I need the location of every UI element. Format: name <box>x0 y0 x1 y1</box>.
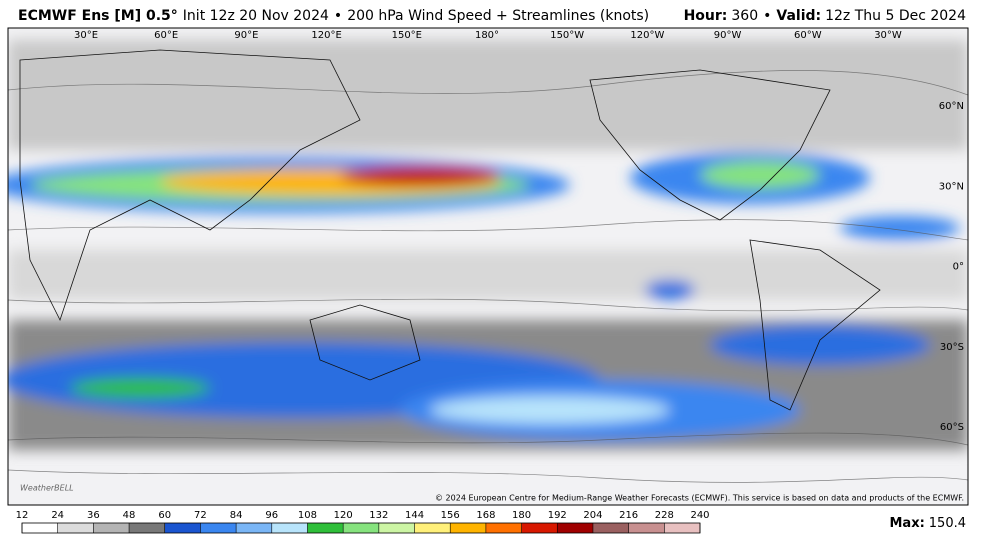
valid: 12z Thu 5 Dec 2024 <box>825 8 966 24</box>
colorbar-label: 84 <box>230 510 243 521</box>
lon-label: 30°E <box>74 30 98 41</box>
colorbar-label: 60 <box>158 510 171 521</box>
lon-label: 60°E <box>154 30 178 41</box>
header-left: ECMWF Ens [M] 0.5° Init 12z 20 Nov 2024 • 2… <box>18 8 649 24</box>
color-swatch <box>521 523 558 533</box>
colorbar-label: 156 <box>441 510 460 521</box>
lat-label: 30°S <box>940 342 964 353</box>
lat-label: 60°N <box>939 101 964 112</box>
color-swatch <box>343 523 379 533</box>
color-swatch <box>22 523 58 533</box>
colorbar-label: 144 <box>405 510 424 521</box>
lon-label: 120°W <box>630 30 664 41</box>
colorbar-label: 36 <box>87 510 100 521</box>
colorbar-label: 12 <box>16 510 29 521</box>
color-swatch <box>485 523 522 533</box>
hour: 360 <box>731 8 758 24</box>
max-label: Max: <box>889 516 924 531</box>
lat-labels: 60°N 30°N 0° 30°S 60°S <box>939 101 964 433</box>
color-swatch <box>664 523 700 533</box>
lat-label: 30°N <box>939 181 964 192</box>
colorbar-label: 48 <box>123 510 136 521</box>
color-swatch <box>57 523 94 533</box>
colorbar-label: 192 <box>548 510 567 521</box>
colorbar-label: 168 <box>476 510 495 521</box>
lon-label: 30°W <box>874 30 902 41</box>
hour-label: Hour: <box>684 8 728 24</box>
lat-label: 0° <box>953 262 964 273</box>
max: Max: 150.4 <box>889 516 966 531</box>
color-swatch <box>93 523 130 533</box>
colorbar-label: 204 <box>583 510 602 521</box>
color-swatch <box>628 523 665 533</box>
colorbar-label: 108 <box>298 510 317 521</box>
lon-label: 180° <box>475 30 499 41</box>
colorbar-label: 72 <box>194 510 207 521</box>
color-swatch <box>129 523 165 533</box>
separator: • <box>334 8 342 24</box>
color-swatch <box>307 523 344 533</box>
valid-label: Valid: <box>776 8 821 24</box>
map-frame <box>7 27 969 506</box>
colorbar-label: 180 <box>512 510 531 521</box>
logo: WeatherBELL <box>20 484 74 493</box>
colorbar-label: 240 <box>690 510 709 521</box>
colorbar-label: 228 <box>655 510 674 521</box>
color-swatch <box>378 523 415 533</box>
copyright: © 2024 European Centre for Medium-Range … <box>435 494 964 503</box>
color-swatch <box>450 523 486 533</box>
max-value: 150.4 <box>929 516 966 531</box>
color-swatch <box>200 523 237 533</box>
color-swatch <box>557 523 593 533</box>
color-swatch <box>414 523 451 533</box>
header-right: Hour: 360 • Valid: 12z Thu 5 Dec 2024 <box>684 8 967 24</box>
init: Init 12z 20 Nov 2024 <box>183 8 329 24</box>
lon-label: 150°W <box>550 30 584 41</box>
lon-label: 60°W <box>794 30 822 41</box>
colorbar-label: 216 <box>619 510 638 521</box>
color-swatch <box>592 523 629 533</box>
lat-label: 60°S <box>940 422 964 433</box>
lon-label: 120°E <box>311 30 341 41</box>
colorbar-label: 96 <box>265 510 278 521</box>
colorbar-label: 120 <box>334 510 353 521</box>
colorbar-label: 24 <box>51 510 64 521</box>
product: 200 hPa Wind Speed + Streamlines (knots) <box>347 8 649 24</box>
color-swatch <box>271 523 308 533</box>
model: ECMWF Ens [M] 0.5° <box>18 8 178 24</box>
lon-labels: 30°E 60°E 90°E 120°E 150°E 180° 150°W 120°W 90°W… <box>74 30 902 41</box>
color-swatch <box>164 523 201 533</box>
map <box>8 28 968 505</box>
colorbar: 12 24 36 48 60 72 84 96 108 120 132 144 156 168 180 192… <box>16 510 710 534</box>
lon-label: 90°E <box>234 30 258 41</box>
lon-label: 150°E <box>392 30 422 41</box>
lon-label: 90°W <box>714 30 742 41</box>
colorbar-label: 132 <box>369 510 388 521</box>
color-swatch <box>236 523 272 533</box>
separator: • <box>763 8 771 24</box>
